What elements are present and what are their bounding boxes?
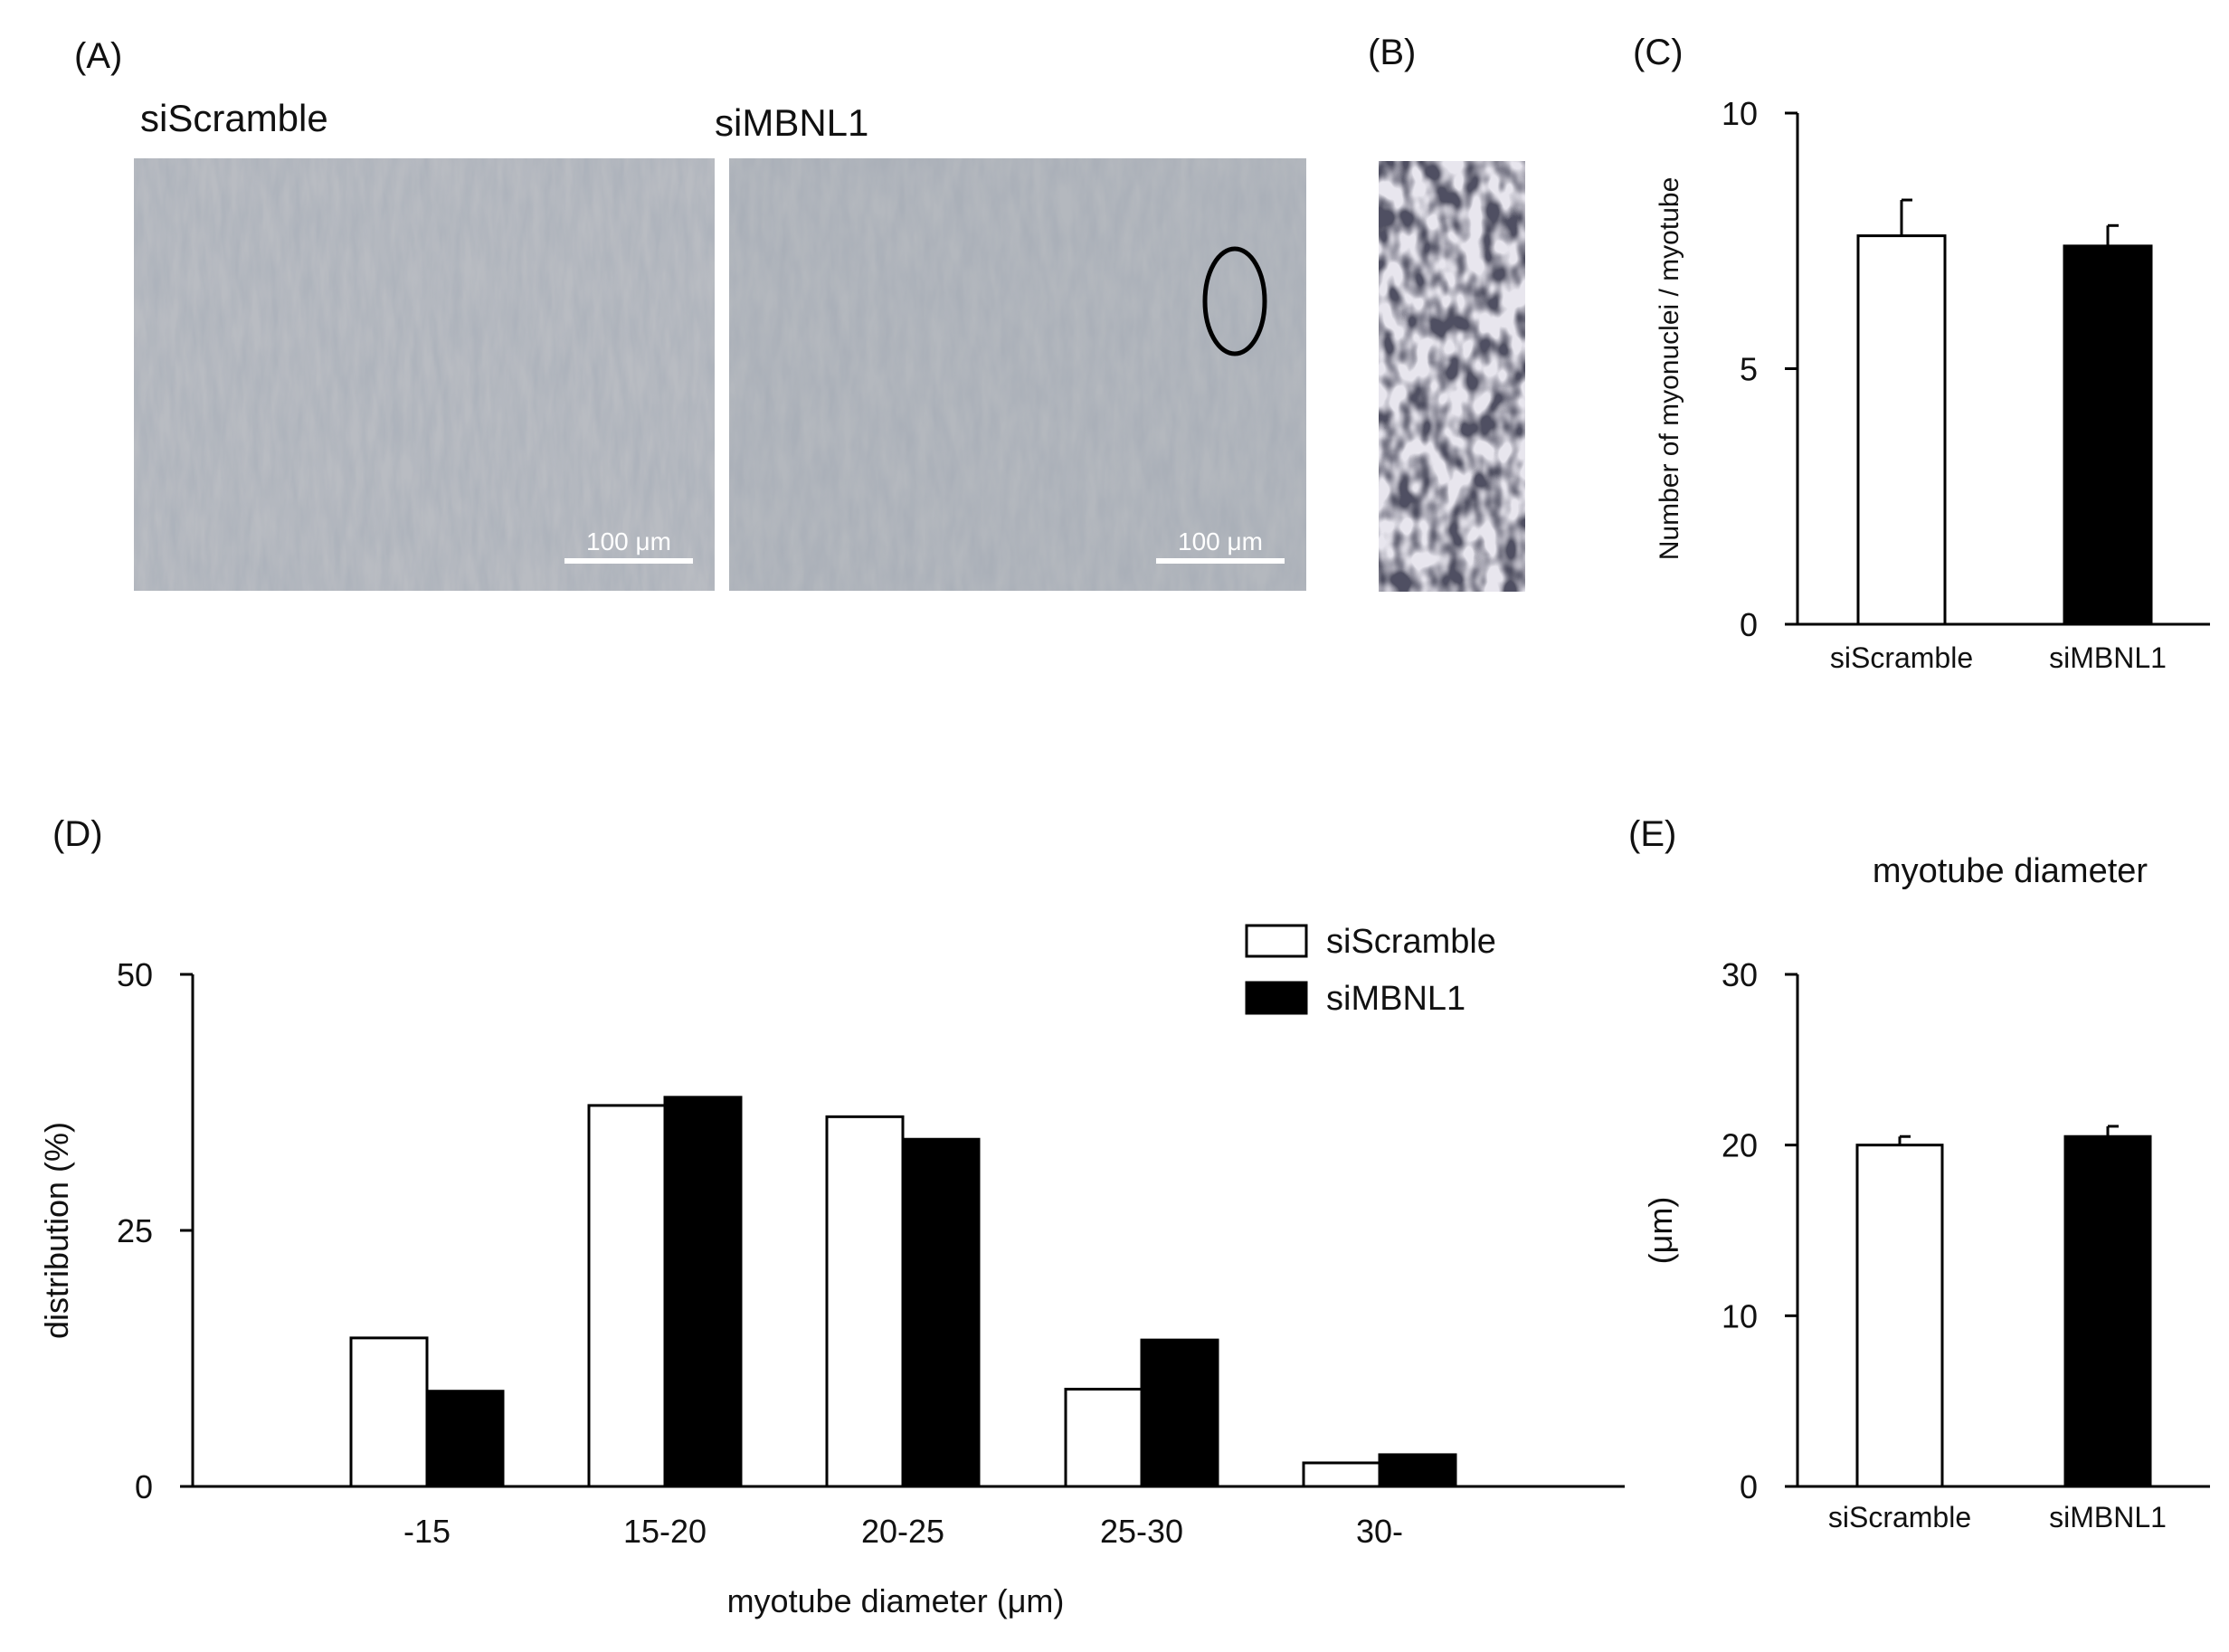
chart-d-bar-siscramble-4 <box>1302 1461 1381 1488</box>
chart-d-x-tick-labels: -15 15-20 20-25 25-30 30- <box>403 1513 1403 1550</box>
legend-swatch <box>1245 981 1308 1015</box>
micrograph-simbnl1: 100 μm <box>729 158 1306 591</box>
chart-e-x-tick-label: siMBNL1 <box>2049 1501 2167 1533</box>
chart-c-error-bar-simbnl1 <box>2106 223 2119 246</box>
chart-d-ylabel: distribution (%) <box>38 1122 75 1339</box>
chart-d-x-tick-label: 25-30 <box>1100 1513 1183 1550</box>
chart-d-x-tick-label: -15 <box>403 1513 451 1550</box>
panel-label-a: (A) <box>74 36 122 76</box>
chart-d-y-tick-label: 0 <box>135 1468 153 1505</box>
scale-bar-label-left: 100 μm <box>586 527 671 555</box>
chart-d-bar-simbnl1-4 <box>1378 1453 1457 1488</box>
panel-label-b: (B) <box>1368 33 1416 72</box>
chart-e-error-bar-simbnl1 <box>2106 1125 2119 1137</box>
micrograph-title-simbnl1: siMBNL1 <box>715 101 868 144</box>
chart-e-bar-simbnl1 <box>2063 1135 2152 1488</box>
chart-c-y-ticks: 0 5 10 <box>1722 95 1797 643</box>
chart-e-y-tick-label: 20 <box>1722 1127 1758 1164</box>
chart-e-x-tick-label: siScramble <box>1828 1501 1971 1533</box>
panel-label-c: (C) <box>1633 33 1684 72</box>
chart-e-y-ticks: 0 10 20 30 <box>1722 956 1797 1505</box>
chart-c-y-tick-label: 5 <box>1740 351 1758 388</box>
chart-d-bar-simbnl1-0 <box>425 1390 505 1488</box>
chart-e-title: myotube diameter <box>1873 852 2148 890</box>
chart-d-legend: siScramble siMBNL1 <box>1245 923 1496 1018</box>
chart-d-bar-simbnl1-3 <box>1140 1338 1219 1488</box>
chart-c-bars <box>1856 198 2153 626</box>
panel-label-d: (D) <box>52 814 103 854</box>
scale-bar-right <box>1156 558 1285 564</box>
chart-d-bar-siscramble-3 <box>1064 1387 1143 1488</box>
micrograph-siscramble: 100 μm <box>134 158 715 591</box>
micrograph-magnified-myotube <box>1379 161 1525 592</box>
chart-d-legend-item-siscramble: siScramble <box>1245 923 1496 961</box>
chart-e-y-tick-label: 0 <box>1740 1468 1758 1505</box>
micrograph-title-siscramble: siScramble <box>140 97 328 139</box>
chart-d-y-ticks: 0 25 50 <box>117 956 193 1505</box>
scale-bar-left <box>564 558 693 564</box>
panel-label-e: (E) <box>1628 814 1676 854</box>
chart-d-y-tick-label: 25 <box>117 1212 153 1249</box>
scale-bar-label-right: 100 μm <box>1178 527 1263 555</box>
chart-d-x-tick-label: 30- <box>1356 1513 1403 1550</box>
chart-d-bar-simbnl1-1 <box>663 1096 743 1488</box>
chart-c-x-tick-label: siMBNL1 <box>2049 641 2167 674</box>
chart-c-bar-siscramble <box>1856 234 1947 626</box>
chart-d-bar-siscramble-2 <box>825 1115 905 1488</box>
chart-e-bar-siscramble <box>1855 1144 1944 1488</box>
chart-d-y-tick-label: 50 <box>117 956 153 993</box>
legend-label: siMBNL1 <box>1326 980 1465 1018</box>
chart-e-x-tick-labels: siScramble siMBNL1 <box>1828 1501 2167 1533</box>
chart-d-x-tick-label: 15-20 <box>623 1513 707 1550</box>
chart-c-ylabel: Number of myonuclei / myotube <box>1655 177 1684 561</box>
chart-d-distribution: distribution (%) myotube diameter (μm) 0… <box>38 923 1625 1619</box>
chart-e-y-tick-label: 10 <box>1722 1297 1758 1334</box>
chart-d-bar-simbnl1-2 <box>901 1137 981 1488</box>
chart-d-xlabel: myotube diameter (μm) <box>727 1582 1065 1619</box>
chart-e-y-tick-label: 30 <box>1722 956 1758 993</box>
chart-d-x-tick-label: 20-25 <box>861 1513 944 1550</box>
chart-d-legend-item-simbnl1: siMBNL1 <box>1245 980 1465 1018</box>
chart-c-x-tick-label: siScramble <box>1830 641 1973 674</box>
chart-d-bar-siscramble-0 <box>349 1336 429 1488</box>
highlight-ellipse <box>1202 246 1267 356</box>
chart-c-myonuclei: Number of myonuclei / myotube 0 5 10 siScr… <box>1655 95 2210 674</box>
chart-d-bar-siscramble-1 <box>587 1104 667 1488</box>
legend-label: siScramble <box>1326 923 1496 961</box>
chart-d-bars <box>349 1096 1457 1488</box>
chart-e-bars <box>1855 1125 2152 1488</box>
legend-swatch <box>1245 924 1308 958</box>
chart-e-myotube-diameter: myotube diameter (μm) 0 10 20 30 siScramble… <box>1642 852 2210 1533</box>
chart-e-error-bar-siscramble <box>1898 1135 1911 1145</box>
chart-c-error-bar-siscramble <box>1900 198 1912 236</box>
chart-c-bar-simbnl1 <box>2063 244 2153 626</box>
chart-c-y-tick-label: 0 <box>1740 606 1758 643</box>
chart-c-x-tick-labels: siScramble siMBNL1 <box>1830 641 2167 674</box>
chart-e-ylabel: (μm) <box>1642 1197 1679 1265</box>
chart-c-y-tick-label: 10 <box>1722 95 1758 132</box>
